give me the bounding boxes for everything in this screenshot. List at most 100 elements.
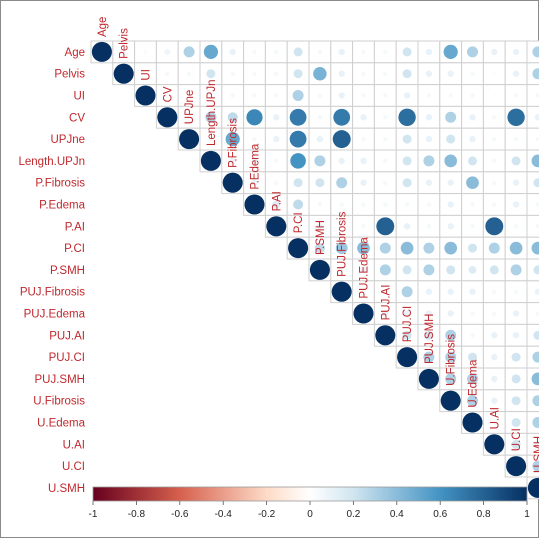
corr-circle-cv-puj-ci bbox=[398, 108, 416, 126]
correlation-circles bbox=[91, 41, 539, 498]
corr-circle-u-edema-u-ai bbox=[492, 420, 497, 425]
corr-circle-upjne-p-ci bbox=[289, 130, 307, 148]
corr-circle-age-upjne bbox=[183, 46, 195, 58]
row-label-age: Age bbox=[65, 47, 85, 59]
corr-circle-length-upjn-p-fibrosis bbox=[229, 157, 236, 165]
corr-circle-p-ci-puj-smh bbox=[423, 242, 435, 254]
corr-circle-cv-u-edema bbox=[469, 114, 476, 121]
corr-circle-puj-ai-u-ci bbox=[512, 332, 520, 339]
corr-circle-ui-u-smh bbox=[535, 93, 539, 98]
corr-circle-puj-ci-u-edema bbox=[468, 352, 477, 362]
corr-circle-age-u-edema bbox=[467, 46, 478, 58]
col-label-u-fibrosis: U.Fibrosis bbox=[446, 334, 458, 386]
corr-circle-puj-fibrosis-u-edema bbox=[469, 288, 476, 295]
corr-circle-length-upjn-p-ai bbox=[274, 158, 279, 164]
corr-circle-u-ai-u-ci bbox=[511, 439, 521, 449]
corr-circle-length-upjn-puj-ci bbox=[402, 156, 412, 166]
corr-circle-p-fibrosis-puj-smh bbox=[425, 179, 433, 186]
corr-circle-age-puj-edema bbox=[361, 49, 366, 55]
corr-circle-p-fibrosis-p-ai bbox=[274, 180, 279, 185]
corr-circle-puj-edema-u-ai bbox=[492, 311, 497, 316]
corr-circle-cv-p-smh bbox=[317, 115, 323, 120]
corr-circle-puj-smh-u-ci bbox=[511, 374, 521, 384]
corr-circle-cv-p-ci bbox=[289, 108, 307, 126]
corr-circle-pelvis-p-edema bbox=[252, 71, 257, 76]
corr-circle-u-fibrosis-u-edema bbox=[467, 395, 478, 407]
corr-circle-p-edema-p-ai bbox=[272, 200, 281, 209]
corr-circle-cv-p-fibrosis bbox=[227, 112, 238, 123]
corr-circle-puj-edema-puj-edema bbox=[353, 303, 374, 324]
corr-circle-ui-ui bbox=[135, 85, 156, 106]
col-label-length-upjn: Length.UPJn bbox=[206, 80, 218, 147]
corr-circle-p-fibrosis-p-ci bbox=[293, 178, 303, 188]
corr-circle-ui-u-ai bbox=[492, 94, 496, 97]
corr-circle-p-ci-u-fibrosis bbox=[444, 241, 458, 255]
corr-circle-p-edema-puj-ci bbox=[404, 202, 410, 207]
corr-circle-p-fibrosis-u-smh bbox=[533, 178, 539, 188]
corr-circle-length-upjn-puj-ai bbox=[383, 158, 388, 164]
corr-circle-p-fibrosis-p-fibrosis bbox=[222, 172, 243, 193]
color-bar-tick-label: -1 bbox=[89, 509, 98, 520]
corr-circle-length-upjn-u-smh bbox=[531, 154, 539, 168]
corr-circle-p-ai-u-smh bbox=[535, 224, 539, 229]
row-label-p-edema: P.Edema bbox=[39, 200, 85, 212]
corr-circle-puj-ai-u-ai bbox=[491, 332, 498, 339]
corr-circle-pelvis-pelvis bbox=[113, 63, 134, 84]
row-label-p-ai: P.AI bbox=[65, 221, 85, 233]
corr-circle-ui-puj-fibrosis bbox=[338, 92, 345, 99]
corr-circle-p-smh-puj-ci bbox=[402, 265, 412, 275]
corr-circle-ui-p-edema bbox=[252, 93, 257, 98]
corr-circle-puj-ai-u-edema bbox=[470, 333, 475, 338]
row-label-upjne: UPJne bbox=[50, 134, 85, 146]
corr-circle-ui-u-edema bbox=[470, 93, 475, 98]
corr-circle-upjne-puj-ai bbox=[383, 136, 388, 142]
corr-circle-cv-p-ai bbox=[273, 114, 280, 121]
row-label-puj-fibrosis: PUJ.Fibrosis bbox=[20, 287, 85, 299]
col-label-u-ci: U.CI bbox=[511, 428, 523, 451]
corr-circle-ui-u-ci bbox=[513, 93, 519, 98]
row-label-cv: CV bbox=[69, 112, 85, 124]
corr-circle-puj-smh-u-edema bbox=[467, 373, 478, 385]
col-label-puj-ai: PUJ.AI bbox=[380, 285, 392, 321]
corr-circle-cv-cv bbox=[157, 107, 178, 128]
corr-circle-age-p-edema bbox=[252, 49, 257, 55]
corr-circle-length-upjn-puj-edema bbox=[360, 157, 367, 165]
corr-circle-p-ci-u-ci bbox=[509, 241, 523, 255]
corr-circle-puj-smh-puj-smh bbox=[418, 368, 439, 389]
corr-circle-p-edema-puj-ai bbox=[383, 202, 388, 207]
corr-circle-p-smh-u-edema bbox=[468, 266, 477, 274]
corr-circle-length-upjn-p-edema bbox=[251, 157, 258, 165]
corr-circle-p-smh-puj-ai bbox=[379, 264, 391, 276]
color-bar-tick-label: -0.2 bbox=[258, 509, 276, 520]
corr-circle-puj-fibrosis-puj-ci bbox=[401, 286, 413, 298]
corr-circle-cv-u-fibrosis bbox=[445, 111, 457, 123]
corr-circle-upjne-p-smh bbox=[316, 135, 324, 143]
corr-circle-age-pelvis bbox=[121, 49, 126, 55]
col-label-p-ai: P.AI bbox=[271, 191, 283, 211]
corr-circle-ui-cv bbox=[165, 93, 170, 98]
corr-circle-puj-fibrosis-u-smh bbox=[534, 288, 539, 295]
corr-circle-ui-p-ci bbox=[292, 90, 304, 101]
row-label-p-fibrosis: P.Fibrosis bbox=[35, 178, 85, 190]
corr-circle-puj-smh-u-smh bbox=[531, 372, 539, 386]
corr-circle-pelvis-cv bbox=[165, 71, 170, 76]
corr-circle-length-upjn-u-ai bbox=[492, 158, 497, 164]
col-label-puj-edema: PUJ.Edema bbox=[359, 237, 371, 299]
corr-circle-p-smh-u-fibrosis bbox=[446, 265, 456, 275]
corr-circle-cv-puj-edema bbox=[360, 114, 367, 121]
corr-circle-puj-ci-u-ci bbox=[511, 352, 521, 362]
corr-circle-age-puj-ci bbox=[402, 47, 412, 57]
row-label-puj-ai: PUJ.AI bbox=[49, 330, 85, 342]
corr-circle-p-smh-u-ci bbox=[510, 264, 522, 276]
corr-circle-u-edema-u-smh bbox=[532, 417, 539, 428]
column-labels: Age Pelvis UI CV UPJne Length.UPJn P.Fibrosis P… bbox=[97, 17, 539, 473]
corr-circle-p-edema-p-edema bbox=[244, 194, 265, 215]
corr-circle-length-upjn-p-smh bbox=[314, 155, 326, 167]
corr-circle-pelvis-u-ai bbox=[492, 72, 496, 76]
corr-circle-age-u-ci bbox=[512, 48, 520, 56]
color-bar-tick-label: 0 bbox=[307, 509, 313, 520]
corr-circle-pelvis-ui bbox=[144, 72, 147, 76]
corr-circle-puj-ci-puj-smh bbox=[423, 351, 435, 363]
corr-circle-p-edema-u-edema bbox=[470, 202, 475, 207]
corr-circle-puj-fibrosis-u-fibrosis bbox=[447, 288, 454, 295]
